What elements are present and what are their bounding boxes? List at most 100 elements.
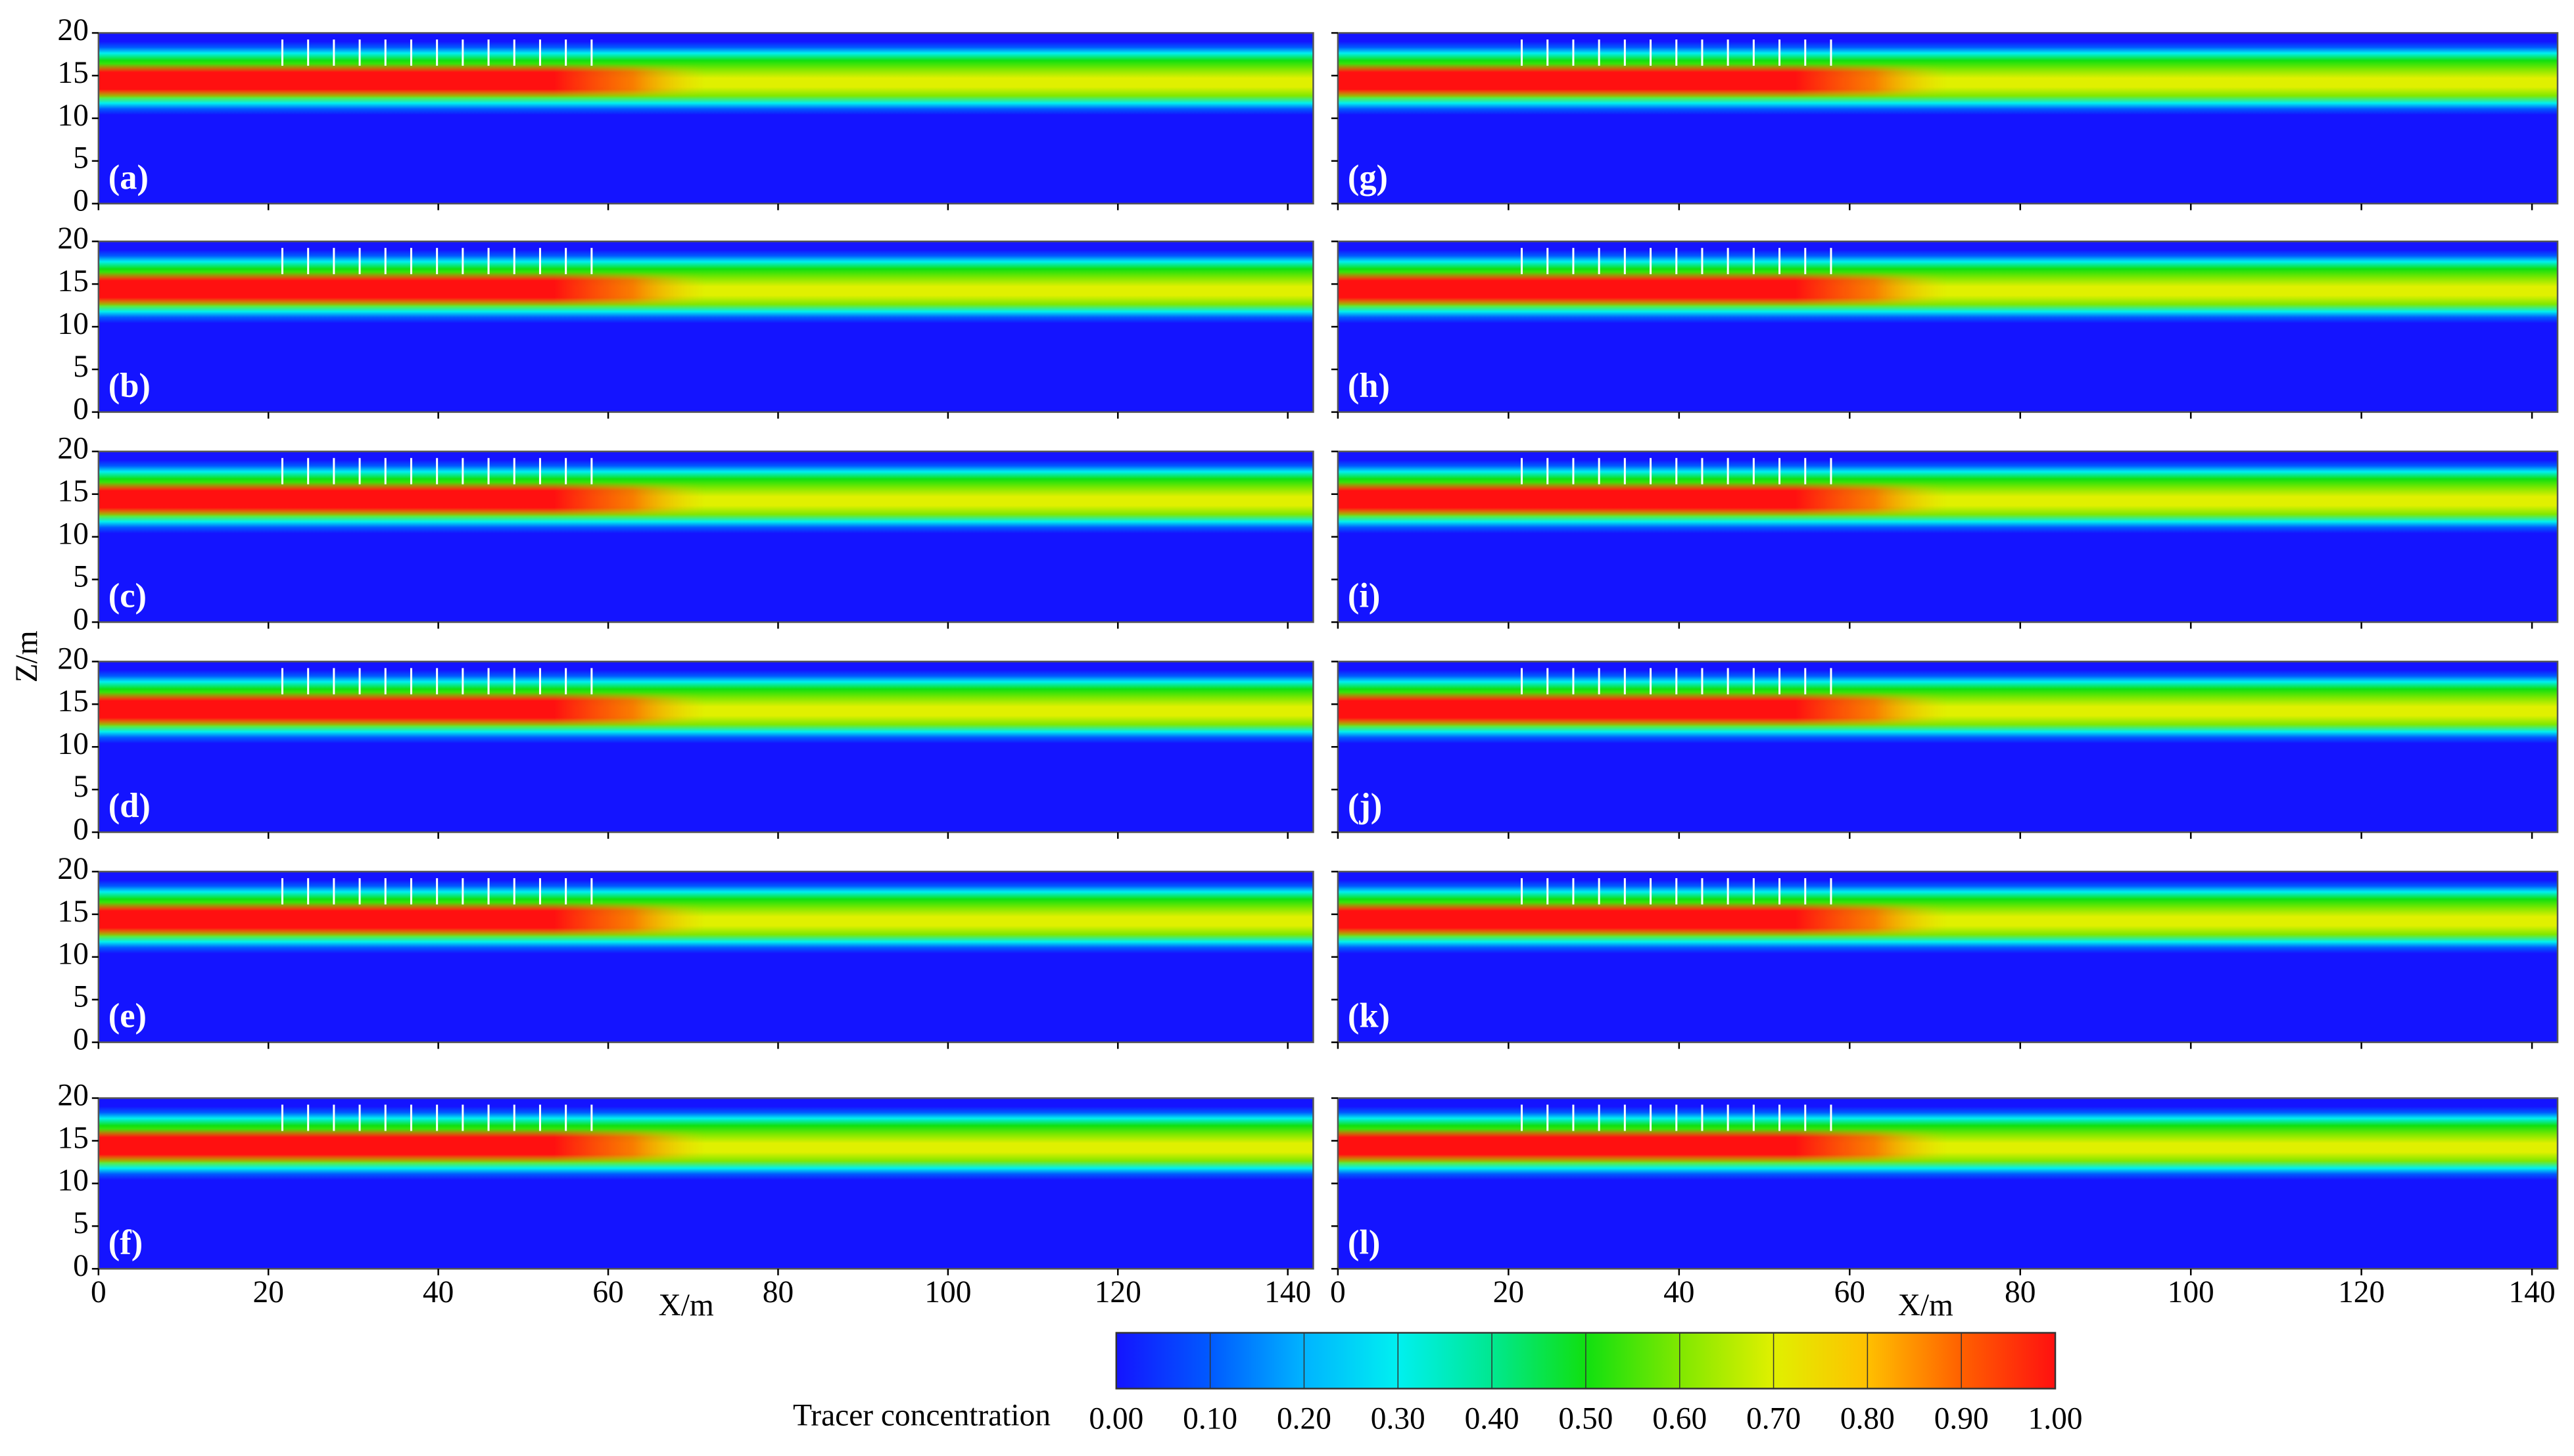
panel-label: (j): [1348, 787, 1382, 825]
panel: 0 5 10 15 20 (b): [57, 222, 1314, 427]
x-tick-label: 60: [1834, 1275, 1865, 1309]
y-tick-label: 10: [57, 727, 88, 761]
colorbar-tick-label: 0.00: [1089, 1401, 1143, 1436]
y-tick-label: 15: [57, 1121, 88, 1155]
colorbar-segment: [1867, 1332, 1962, 1389]
plume-core: [98, 482, 706, 517]
y-tick-label: 20: [57, 642, 88, 676]
x-tick-label: 140: [1264, 1275, 1311, 1309]
colorbar-segment: [1961, 1332, 2056, 1389]
colorbar-segment: [1116, 1332, 1210, 1389]
plume-core: [1337, 692, 1948, 727]
panel-label: (k): [1348, 997, 1390, 1035]
x-tick-label: 40: [1663, 1275, 1694, 1309]
colorbar-tick-label: 0.90: [1934, 1401, 1989, 1436]
plume-core: [98, 1129, 706, 1163]
y-tick-label: 0: [73, 1249, 89, 1283]
x-tick-label: 40: [423, 1275, 454, 1309]
panel-label: (e): [108, 997, 147, 1035]
panel-label: (c): [108, 577, 147, 615]
panel-label: (h): [1348, 367, 1390, 405]
panel-label: (b): [108, 367, 151, 405]
colorbar-tick-label: 0.40: [1465, 1401, 1519, 1436]
x-tick-label: 20: [253, 1275, 284, 1309]
panel: 0 5 10 15 20 0 20 40 60 80 100 120 140 (f): [57, 1078, 1314, 1309]
y-tick-label: 20: [57, 432, 88, 466]
y-tick-label: 15: [57, 895, 88, 929]
y-tick-label: 15: [57, 56, 88, 90]
panel: (i): [1331, 450, 2559, 629]
plume-core: [1337, 271, 1948, 306]
panel-label: (l): [1348, 1223, 1380, 1261]
y-tick-label: 10: [57, 1163, 88, 1198]
y-tick-label: 10: [57, 937, 88, 972]
x-tick-label: 80: [763, 1275, 794, 1309]
colorbar-segment: [1679, 1332, 1774, 1389]
plume-core: [98, 63, 706, 98]
y-tick-label: 5: [73, 980, 89, 1014]
panel: 0 5 10 15 20 (d): [57, 642, 1314, 847]
panel-label: (i): [1348, 577, 1380, 615]
colorbar-segment: [1773, 1332, 1868, 1389]
colorbar-segment: [1398, 1332, 1492, 1389]
x-tick-label: 100: [2168, 1275, 2214, 1309]
colorbar-segment: [1210, 1332, 1304, 1389]
colorbar-tick-label: 1.00: [2028, 1401, 2083, 1436]
colorbar-title: Tracer concentration: [793, 1398, 1051, 1432]
y-tick-label: 10: [57, 99, 88, 133]
x-tick-label: 120: [2338, 1275, 2385, 1309]
y-tick-label: 10: [57, 307, 88, 341]
y-tick-label: 15: [57, 475, 88, 509]
y-tick-label: 0: [73, 184, 89, 218]
y-tick-label: 5: [73, 770, 89, 804]
y-tick-label: 20: [57, 13, 88, 47]
plume-core: [1337, 902, 1948, 937]
panel: 0 20 40 60 80 100 120 140 (l): [1330, 1097, 2559, 1309]
x-tick-label: 20: [1493, 1275, 1524, 1309]
panel: (j): [1331, 661, 2559, 839]
y-tick-label: 0: [73, 392, 89, 427]
panel: (g): [1331, 32, 2559, 210]
panel-label: (f): [108, 1223, 143, 1261]
x-tick-label: 120: [1095, 1275, 1141, 1309]
y-tick-label: 20: [57, 1078, 88, 1112]
colorbar-segment: [1585, 1332, 1680, 1389]
colorbar-tick-label: 0.60: [1652, 1401, 1707, 1436]
panel: (k): [1331, 870, 2559, 1049]
x-tick-label: 100: [924, 1275, 971, 1309]
y-axis-title: Z/m: [10, 630, 44, 682]
y-tick-label: 15: [57, 264, 88, 298]
x-tick-label: 0: [91, 1275, 107, 1309]
x-axis-title: X/m: [659, 1288, 714, 1323]
x-tick-label: 60: [592, 1275, 623, 1309]
y-tick-label: 5: [73, 141, 89, 176]
colorbar-segment: [1492, 1332, 1586, 1389]
x-tick-label: 80: [2005, 1275, 2036, 1309]
x-tick-label: 0: [1330, 1275, 1346, 1309]
y-tick-label: 5: [73, 559, 89, 594]
plume-core: [98, 692, 706, 727]
colorbar-tick-label: 0.20: [1277, 1401, 1331, 1436]
panel: (h): [1331, 240, 2559, 419]
y-tick-label: 15: [57, 684, 88, 718]
x-tick-label: 140: [2509, 1275, 2556, 1309]
y-tick-label: 0: [73, 602, 89, 636]
y-tick-label: 20: [57, 852, 88, 886]
colorbar-segment: [1304, 1332, 1398, 1389]
y-tick-label: 20: [57, 222, 88, 256]
plume-core: [98, 271, 706, 306]
y-tick-label: 5: [73, 350, 89, 384]
colorbar-tick-label: 0.70: [1746, 1401, 1801, 1436]
panel: 0 5 10 15 20 (a): [57, 13, 1314, 218]
y-tick-label: 0: [73, 1023, 89, 1057]
colorbar-tick-label: 0.10: [1183, 1401, 1237, 1436]
x-axis-title: X/m: [1898, 1288, 1953, 1323]
panel-label: (g): [1348, 158, 1388, 197]
plume-core: [98, 902, 706, 937]
colorbar-frame: [1115, 1332, 2057, 1390]
y-tick-label: 0: [73, 812, 89, 847]
plume-core: [1337, 482, 1948, 517]
colorbar-tick-label: 0.30: [1371, 1401, 1425, 1436]
panel-label: (a): [108, 158, 149, 197]
